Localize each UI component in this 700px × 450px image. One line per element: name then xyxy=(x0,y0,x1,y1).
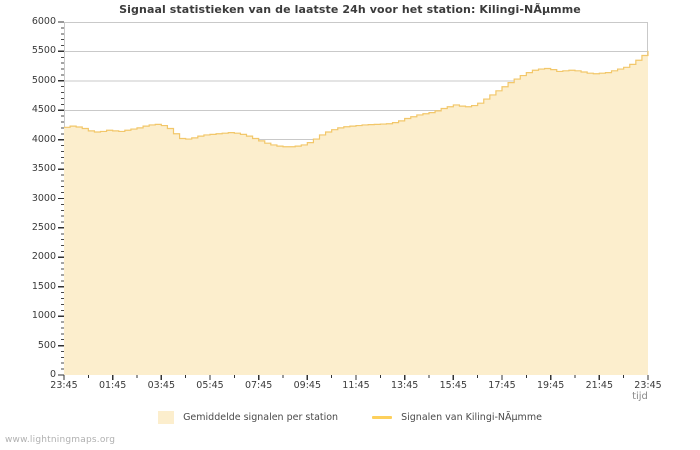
x-tick-label: 09:45 xyxy=(293,380,322,391)
legend-label-station: Signalen van Kilingi-NÃµmme xyxy=(401,412,542,423)
legend-label-average: Gemiddelde signalen per station xyxy=(183,412,339,423)
source-watermark: www.lightningmaps.org xyxy=(5,435,116,445)
legend-line-swatch-icon xyxy=(372,416,393,419)
x-tick-label: 01:45 xyxy=(98,380,127,391)
y-tick-label: 500 xyxy=(37,339,56,351)
y-axis-major-ticks xyxy=(58,21,64,376)
y-tick-label: 3500 xyxy=(31,163,56,175)
y-tick-label: 2500 xyxy=(31,221,56,233)
x-tick-label: 13:45 xyxy=(390,380,419,391)
x-tick-label: 23:45 xyxy=(50,380,78,391)
legend-item-station: Signalen van Kilingi-NÃµmme xyxy=(372,412,542,423)
y-tick-label: 5500 xyxy=(31,45,56,57)
y-tick-label: 5000 xyxy=(31,74,56,86)
y-tick-label: 4000 xyxy=(31,133,56,145)
y-tick-label: 1500 xyxy=(31,280,56,292)
x-tick-label: 05:45 xyxy=(196,380,224,391)
chart-legend: Gemiddelde signalen per station Signalen… xyxy=(0,411,700,424)
legend-item-average: Gemiddelde signalen per station xyxy=(158,411,338,424)
y-tick-label: 4500 xyxy=(31,104,56,116)
legend-area-swatch-icon xyxy=(158,411,175,424)
y-axis-minor-ticks xyxy=(61,27,64,370)
y-tick-label: 2000 xyxy=(31,251,56,263)
x-tick-label: 23:45 xyxy=(634,380,662,391)
x-tick-label: 21:45 xyxy=(585,380,614,391)
x-tick-label: 17:45 xyxy=(488,380,516,391)
series-area-fill xyxy=(64,50,648,375)
x-tick-label: 11:45 xyxy=(342,380,370,391)
y-tick-label: 6000 xyxy=(31,16,56,27)
series-line xyxy=(64,50,649,148)
x-tick-label: 03:45 xyxy=(147,380,176,391)
y-tick-label: 3000 xyxy=(31,192,56,204)
chart-title: Signaal statistieken van de laatste 24h … xyxy=(119,3,581,16)
y-tick-label: 1000 xyxy=(31,310,56,322)
x-tick-label: 15:45 xyxy=(439,380,468,391)
y-tick-label: 0 xyxy=(49,369,56,380)
x-tick-label: 19:45 xyxy=(536,380,565,391)
x-axis-ticks xyxy=(63,375,649,380)
x-tick-label: 07:45 xyxy=(244,380,273,391)
x-axis-label: tijd xyxy=(632,391,648,402)
